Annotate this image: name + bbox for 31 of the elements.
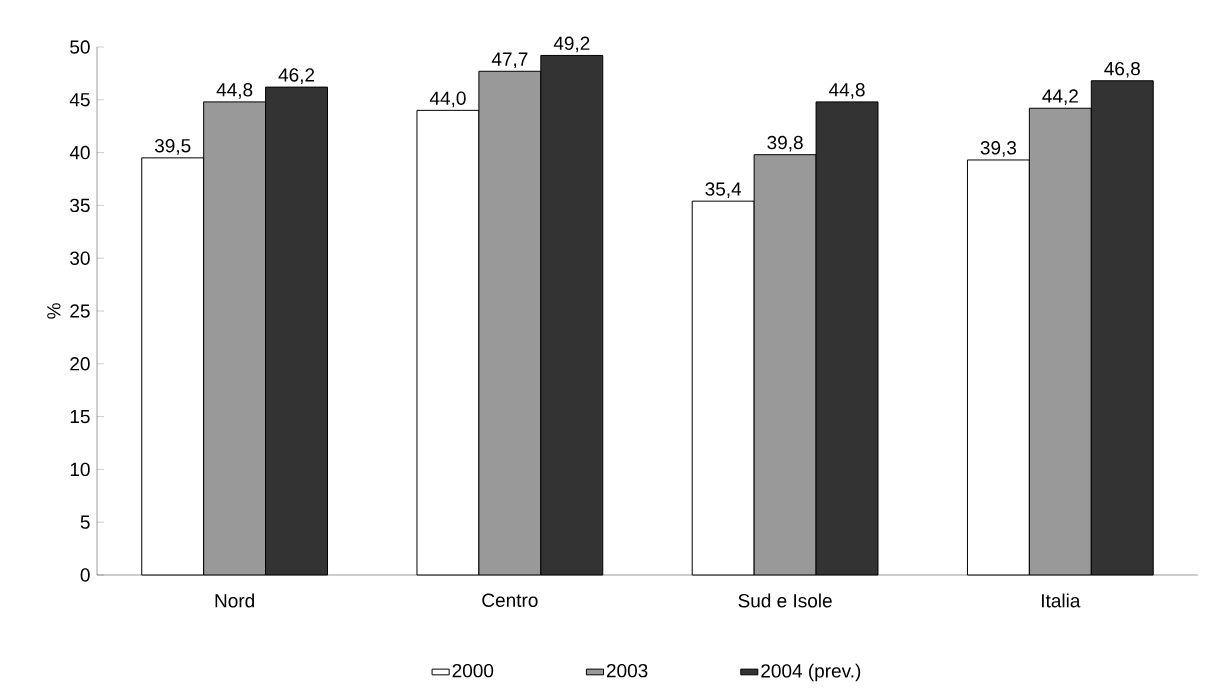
data-label: 35,4: [705, 182, 742, 198]
y-tick-label: 45: [69, 93, 90, 107]
data-label: 39,8: [767, 135, 803, 152]
data-label: 44,8: [216, 83, 253, 99]
data-label: 44,2: [1042, 89, 1078, 106]
y-tick-label: 50: [70, 40, 90, 54]
data-label: 46,8: [1104, 61, 1140, 78]
data-label: 44,0: [429, 91, 466, 108]
data-label: 39,3: [980, 141, 1017, 157]
legend-label: 2000: [452, 663, 494, 678]
y-tick-label: 35: [70, 198, 90, 213]
legend-label: 2003: [606, 663, 648, 678]
data-label: 39,5: [154, 138, 191, 155]
x-tick-label: Italia: [1042, 593, 1081, 608]
y-tick-label: 15: [70, 409, 90, 424]
data-label: 49,2: [553, 36, 590, 53]
x-tick-label: Nord: [215, 593, 254, 608]
x-tick-label: Centro: [482, 593, 538, 607]
data-label: 44,8: [828, 83, 865, 99]
y-tick-label: 30: [70, 251, 90, 265]
y-tick-label: 40: [69, 145, 90, 160]
y-tick-label: 5: [80, 515, 90, 529]
data-label: 47,7: [491, 52, 528, 69]
x-tick-label: Sud e Isole: [738, 593, 832, 608]
y-tick-label: 25: [70, 304, 90, 318]
y-tick-label: 10: [70, 462, 90, 477]
y-tick-label: 0: [80, 568, 90, 582]
legend-label: 2004 (prev.): [761, 663, 861, 682]
y-axis-title: %: [47, 303, 61, 319]
y-tick-label: 20: [70, 357, 90, 371]
data-label: 46,2: [278, 68, 315, 84]
